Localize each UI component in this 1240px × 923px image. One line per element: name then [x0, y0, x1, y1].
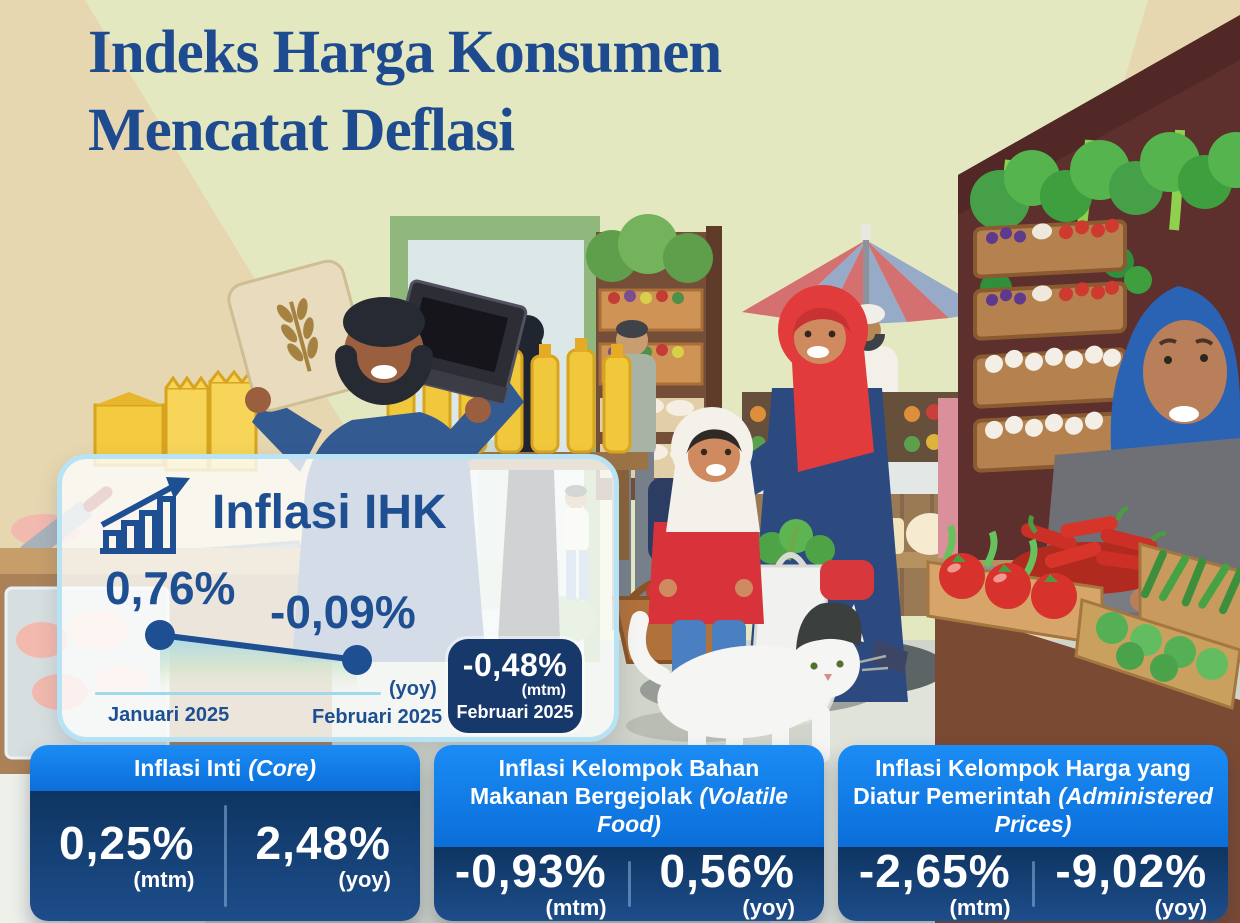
- card-administered-mtm-value: -2,65%: [858, 845, 1011, 898]
- card-core-divider: [223, 805, 227, 908]
- trend-up-bar-chart-icon: [100, 477, 190, 554]
- card-administered-divider: [1031, 861, 1035, 908]
- tomato-crate: [926, 524, 1104, 646]
- card-core-mtm-label: (mtm): [133, 867, 195, 893]
- card-volatile-body: -0,93% (mtm) 0,56% (yoy): [434, 847, 825, 922]
- ihk-mini-line-chart: [145, 620, 372, 695]
- card-administered-title: Inflasi Kelompok Harga yang Diatur Pemer…: [853, 755, 1191, 810]
- card-core-yoy-value: 2,48%: [255, 817, 391, 870]
- card-administered-prices: Inflasi Kelompok Harga yang Diatur Pemer…: [838, 745, 1229, 922]
- card-core-header: Inflasi Inti (Core): [30, 745, 420, 792]
- card-core-inflation: Inflasi Inti (Core) 0,25% (mtm) 2,48% (yo…: [30, 745, 421, 922]
- card-volatile-header: Inflasi Kelompok Bahan Makanan Bergejola…: [434, 745, 824, 848]
- card-volatile-yoy-label: (yoy): [742, 895, 795, 921]
- card-volatile-mtm: -0,93% (mtm): [434, 847, 628, 921]
- label-january-2025: Januari 2025: [108, 704, 230, 726]
- label-february-2025: Februari 2025: [312, 706, 443, 728]
- card-volatile-mtm-value: -0,93%: [454, 845, 607, 898]
- card-core-body: 0,25% (mtm) 2,48% (yoy): [30, 791, 421, 922]
- card-core-title-english: (Core): [248, 755, 317, 781]
- mtm-badge: -0,48% (mtm) Februari 2025: [448, 639, 582, 733]
- card-administered-yoy-value: -9,02%: [1055, 845, 1208, 898]
- greens-crate: [1074, 598, 1240, 710]
- card-core-yoy-label: (yoy): [338, 867, 391, 893]
- card-volatile-divider: [627, 861, 631, 908]
- data-point-january: [145, 620, 175, 650]
- chart-axis-line: [95, 692, 381, 695]
- ihk-value-february: -0,09%: [270, 586, 416, 638]
- white-cat: [627, 602, 889, 768]
- card-administered-title-english: (Administered Prices): [994, 783, 1213, 838]
- mtm-badge-unit: (mtm): [521, 682, 566, 699]
- page-title: Indeks Harga Konsumen Mencatat Deflasi: [88, 14, 948, 170]
- mother-red-hijab: [675, 285, 908, 726]
- ihk-value-january: 0,76%: [105, 562, 236, 614]
- category-cards-row: Inflasi Inti (Core) 0,25% (mtm) 2,48% (yo…: [30, 745, 1229, 922]
- card-core-title: Inflasi Inti: [133, 755, 242, 781]
- hanging-greens: [970, 129, 1240, 318]
- card-core-mtm-value: 0,25%: [59, 817, 195, 870]
- card-administered-mtm: -2,65% (mtm): [838, 847, 1032, 921]
- flour-sack: [227, 259, 371, 412]
- card-core-mtm: 0,25% (mtm): [30, 819, 224, 893]
- card-administered-yoy-label: (yoy): [1154, 895, 1208, 921]
- mtm-badge-period: Februari 2025: [456, 702, 574, 722]
- card-volatile-title: Inflasi Kelompok Bahan Makanan Bergejola…: [469, 755, 760, 810]
- card-volatile-title-english: (Volatile Food): [597, 783, 789, 838]
- card-volatile-yoy-value: 0,56%: [659, 845, 795, 898]
- card-administered-header: Inflasi Kelompok Harga yang Diatur Pemer…: [838, 745, 1228, 848]
- card-volatile-food: Inflasi Kelompok Bahan Makanan Bergejola…: [434, 745, 825, 922]
- page-title-line2: Mencatat Deflasi: [88, 97, 515, 165]
- card-volatile-mtm-label: (mtm): [545, 895, 607, 921]
- page-title-line1: Indeks Harga Konsumen: [88, 19, 722, 86]
- card-volatile-yoy: 0,56% (yoy): [631, 847, 825, 921]
- card-administered-mtm-label: (mtm): [949, 895, 1011, 921]
- axis-unit-label: (yoy): [389, 678, 437, 700]
- card-administered-yoy: -9,02% (yoy): [1035, 847, 1229, 921]
- data-point-february: [342, 645, 372, 675]
- card-administered-body: -2,65% (mtm) -9,02% (yoy): [838, 847, 1229, 922]
- ihk-inflation-card: Inflasi IHK 0,76% -0,09% (yoy) Januari 2…: [57, 454, 619, 742]
- ihk-card-title: Inflasi IHK: [212, 486, 447, 539]
- card-core-yoy: 2,48% (yoy): [227, 819, 421, 893]
- mtm-badge-value: -0,48%: [462, 647, 568, 683]
